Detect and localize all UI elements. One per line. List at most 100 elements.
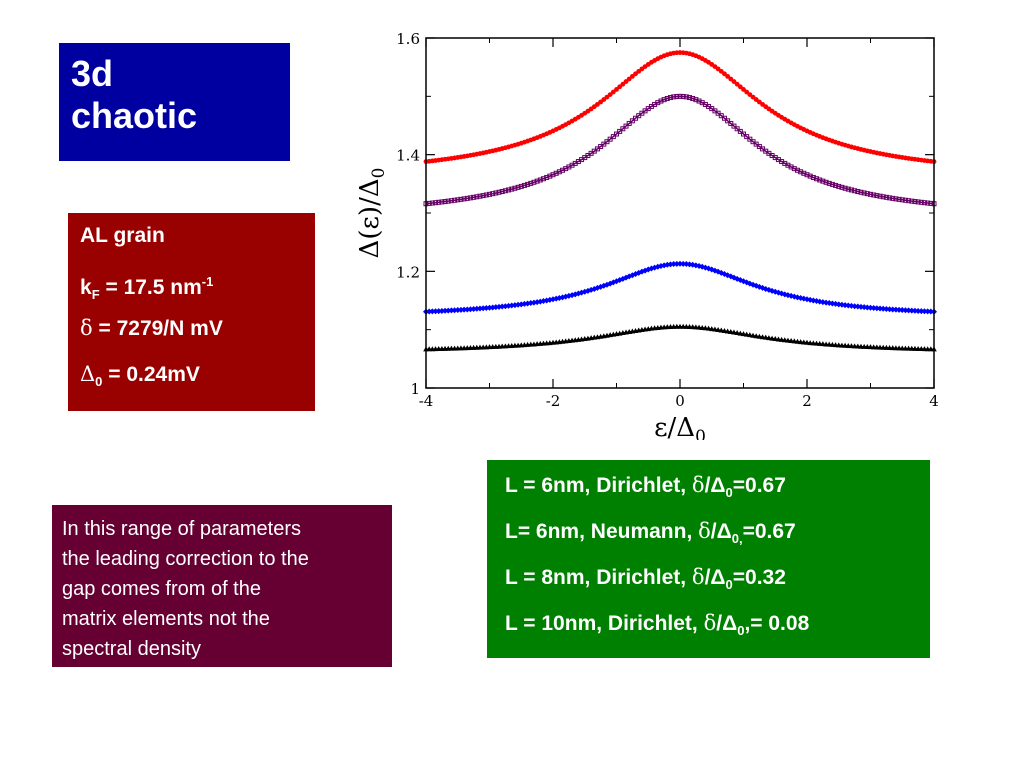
data-point <box>868 191 873 197</box>
title-box: 3d chaotic <box>59 43 290 161</box>
data-point <box>852 188 858 194</box>
data-point <box>525 181 531 187</box>
data-point <box>744 134 750 140</box>
data-point <box>553 170 559 176</box>
data-point <box>928 200 934 206</box>
data-point <box>683 94 689 100</box>
data-point <box>617 128 623 134</box>
data-point <box>658 98 664 104</box>
data-point <box>511 302 518 309</box>
data-point <box>921 308 928 315</box>
data-point <box>728 76 734 82</box>
data-point <box>887 195 893 201</box>
data-point <box>687 95 693 101</box>
legend-entry-3: L = 8nm, Dirichlet, δ/Δ0=0.32 <box>505 565 786 593</box>
data-point <box>591 285 598 292</box>
data-point <box>499 303 506 310</box>
legend-entry-1: L = 6nm, Dirichlet, δ/Δ0=0.67 <box>505 473 786 501</box>
data-point <box>833 182 839 188</box>
legend-entry-2: L= 6nm, Neumann, δ/Δ0,=0.67 <box>505 519 796 547</box>
data-point <box>797 295 804 302</box>
data-point <box>734 81 740 87</box>
data-point <box>661 97 667 103</box>
data-point <box>477 193 483 199</box>
data-point <box>617 84 623 90</box>
data-point <box>629 118 635 124</box>
data-point <box>544 174 550 180</box>
data-point <box>452 197 458 203</box>
data-point <box>515 184 521 190</box>
data-point <box>638 268 645 275</box>
data-point <box>562 293 569 300</box>
data-point <box>915 199 921 205</box>
plot-area <box>423 50 937 352</box>
data-point <box>426 308 433 315</box>
data-point <box>633 115 639 121</box>
data-point <box>836 183 842 189</box>
data-point <box>912 199 918 205</box>
note-line: the leading correction to the <box>62 548 309 570</box>
data-point <box>741 131 746 137</box>
data-point <box>506 187 512 193</box>
data-point <box>496 189 502 195</box>
data-point <box>671 94 677 100</box>
data-point <box>842 185 848 191</box>
data-point <box>509 186 515 192</box>
data-point <box>445 307 452 314</box>
data-point <box>677 93 683 99</box>
x-axis-title: ε/Δ0 <box>654 413 706 440</box>
data-point <box>448 198 454 204</box>
data-point <box>531 179 537 185</box>
data-point <box>765 286 772 293</box>
parameters-box: AL grain kF = 17.5 nm-1 δ = 7279/N mV Δ0… <box>68 213 315 411</box>
param-bulk-gap: Δ0 = 0.24mV <box>80 362 200 390</box>
gap-vs-energy-chart: -4 -2 0 2 4 1 1.2 1.4 1.6 ε/Δ0 Δ(ε)/Δ0 <box>355 30 939 440</box>
data-point <box>521 182 527 188</box>
data-point <box>451 307 458 314</box>
data-point <box>858 189 864 195</box>
data-point <box>677 260 683 267</box>
data-point <box>528 180 534 186</box>
x-tick-label: -4 <box>419 392 434 410</box>
data-point <box>537 177 543 183</box>
data-point <box>429 308 436 315</box>
data-point <box>893 196 899 202</box>
data-point <box>750 281 757 288</box>
data-point <box>725 73 731 79</box>
data-point <box>918 199 924 205</box>
param-level-spacing: δ = 7279/N mV <box>80 316 223 340</box>
data-point <box>899 197 905 203</box>
x-tick-label: 4 <box>929 392 939 410</box>
data-point <box>880 194 886 200</box>
data-point <box>458 196 464 202</box>
data-point <box>436 199 442 205</box>
data-point <box>464 195 470 201</box>
data-point <box>490 191 496 197</box>
data-point <box>607 136 613 142</box>
data-point <box>607 280 614 287</box>
data-point <box>502 188 508 194</box>
series-2 <box>423 93 937 207</box>
data-point <box>915 307 922 314</box>
data-point <box>673 260 680 267</box>
data-point <box>927 308 934 315</box>
data-point <box>823 179 829 185</box>
data-point <box>623 79 629 84</box>
data-point <box>439 199 445 205</box>
data-point <box>626 273 633 280</box>
data-point <box>455 197 461 203</box>
data-point <box>718 113 724 119</box>
data-point <box>480 193 486 199</box>
data-point <box>483 192 489 198</box>
data-point <box>474 194 480 200</box>
data-point <box>747 136 753 142</box>
data-point <box>864 191 870 197</box>
data-point <box>604 139 610 145</box>
data-point <box>629 272 636 279</box>
data-point <box>728 120 734 126</box>
data-point <box>814 176 820 182</box>
data-point <box>741 87 746 92</box>
data-point <box>467 306 474 313</box>
y-tick-label: 1.2 <box>396 263 420 281</box>
data-point <box>718 269 725 276</box>
